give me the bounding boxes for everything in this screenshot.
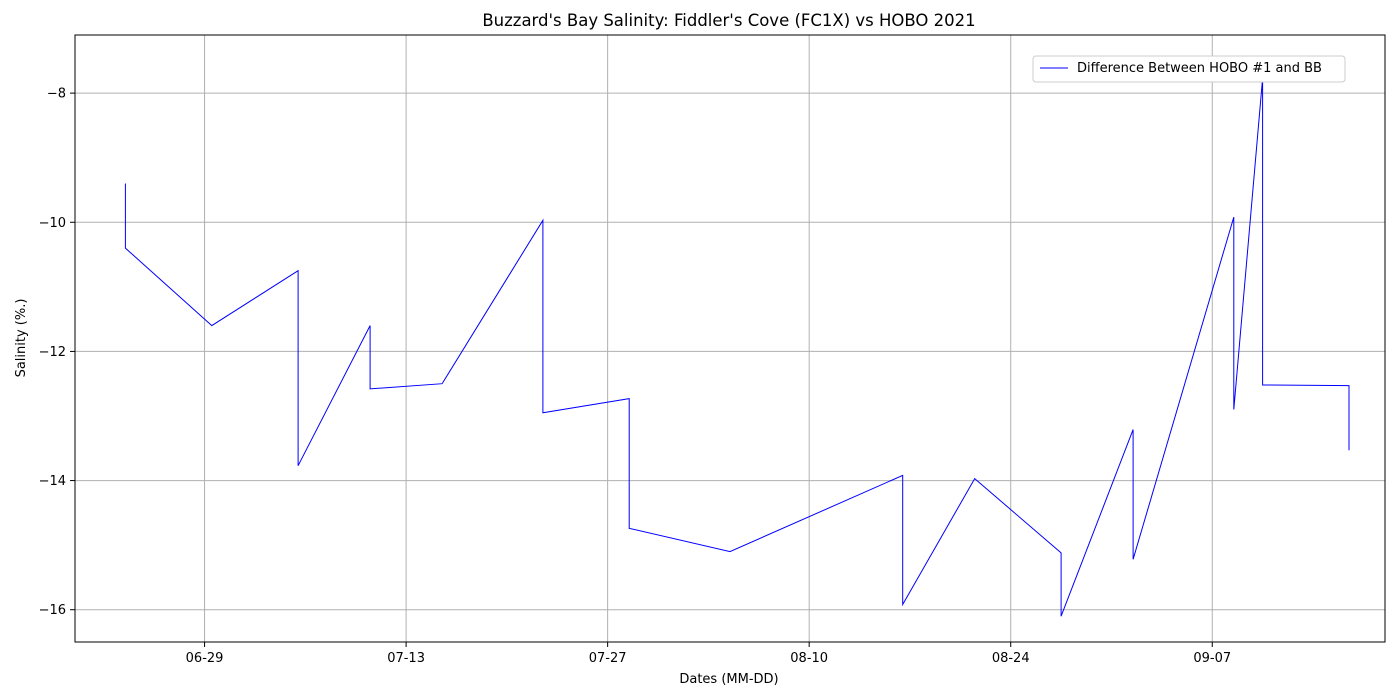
y-tick-label: −14 [39, 474, 66, 489]
y-tick-label: −16 [39, 603, 66, 618]
y-tick-label: −10 [39, 216, 66, 231]
legend-label: Difference Between HOBO #1 and BB [1077, 61, 1322, 76]
y-axis-ticks: −16 −14 −12 −10 −8 [39, 87, 75, 618]
y-axis-label: Salinity (%.) [14, 299, 29, 378]
x-tick-label: 07-27 [589, 651, 627, 666]
chart-title: Buzzard's Bay Salinity: Fiddler's Cove (… [482, 11, 975, 30]
x-tick-label: 06-29 [186, 651, 224, 666]
x-axis-ticks: 06-29 07-13 07-27 08-10 08-24 09-07 [186, 642, 1231, 666]
y-tick-label: −12 [39, 345, 66, 360]
grid [75, 35, 1385, 642]
x-tick-label: 09-07 [1193, 651, 1231, 666]
x-axis-label: Dates (MM-DD) [679, 672, 778, 687]
legend-box [1032, 55, 1346, 83]
x-tick-label: 07-13 [387, 651, 425, 666]
legend: Difference Between HOBO #1 and BB [1032, 55, 1346, 83]
series-line [124, 78, 1350, 617]
x-tick-label: 08-24 [992, 651, 1030, 666]
y-tick-label: −8 [47, 87, 66, 102]
x-tick-label: 08-10 [790, 651, 828, 666]
plot-frame [74, 34, 1386, 643]
series-layer [124, 78, 1350, 617]
